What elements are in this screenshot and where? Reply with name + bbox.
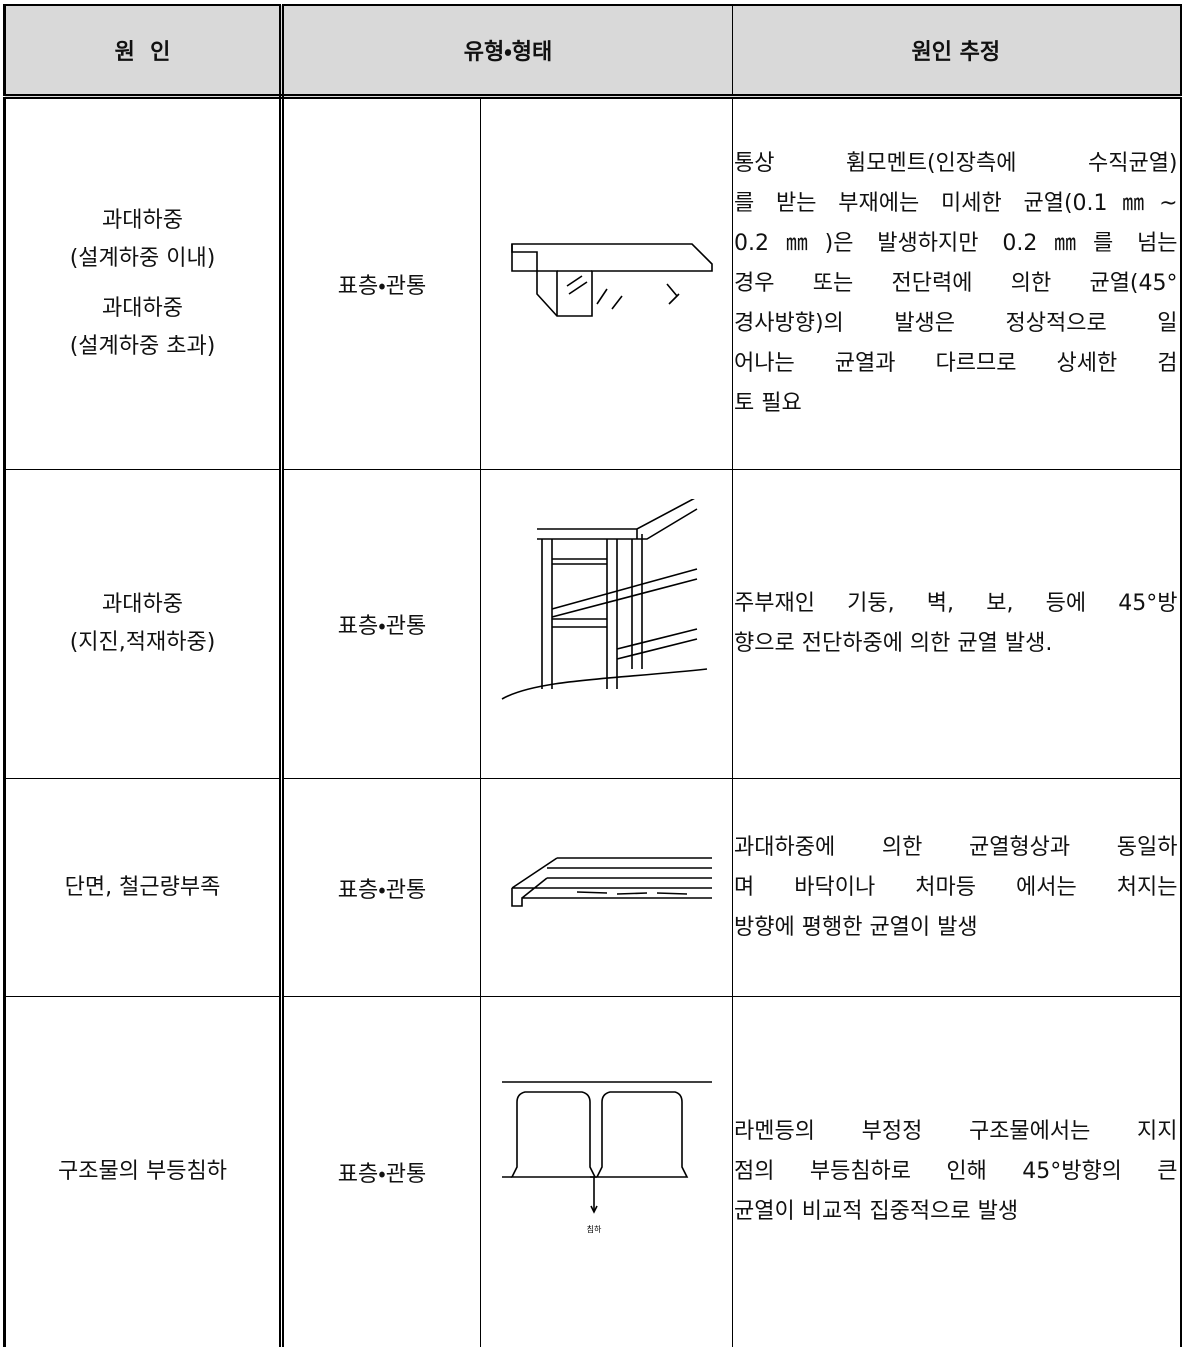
estimate-line: 점의 부등침하로 인해 45°방향의 큰 <box>734 1158 1178 1184</box>
cause-cell: 구조물의 부등침하 <box>3 996 284 1347</box>
cause-line: (지진,적재하중) <box>69 630 216 655</box>
estimate-line: 라멘등의 부정정 구조물에서는 지지 <box>734 1118 1178 1144</box>
figure-label: 침하 <box>586 1224 601 1234</box>
type-cell: 표층・관통 <box>281 778 481 997</box>
slab-figure <box>510 856 712 907</box>
estimate-line: 경사방향)의 발생은 정상적으로 일 <box>734 311 1178 336</box>
row: 과대하중 (설계하중 이내) 과대하중 (설계하중 초과) 표층・관통 통상 휨모멘트… <box>3 96 1182 470</box>
estimate-line: 방향에 평행한 균열이 발생 <box>734 914 978 940</box>
cause-group: 단면, 철근량부족 <box>6 869 279 907</box>
estimate-line: 주부재인 기둥, 벽, 보, 등에 45°방 <box>734 591 1178 616</box>
header-row: 원 인 유형・형태 원인 추정 <box>3 4 1182 99</box>
estimate-line: 를 받는 부재에는 미세한 균열(0.1㎜~ <box>734 191 1178 216</box>
cause-line: 단면, 철근량부족 <box>64 874 221 900</box>
frame-figure <box>501 499 707 700</box>
cause-line: 과대하중 <box>102 296 183 321</box>
cause-line: (설계하중 초과) <box>69 334 216 359</box>
estimate-line: 통상 휨모멘트(인장측에 수직균열) <box>734 151 1178 176</box>
estimate-cell: 통상 휨모멘트(인장측에 수직균열) 를 받는 부재에는 미세한 균열(0.1㎜~… <box>732 96 1182 470</box>
cause-cell: 과대하중 (설계하중 이내) 과대하중 (설계하중 초과) <box>3 96 284 470</box>
cause-group: 과대하중 (설계하중 이내) <box>6 202 279 278</box>
estimate-line: 어나는 균열과 다르므로 상세한 검 <box>734 351 1178 376</box>
figure-cell: 침하 <box>479 996 734 1347</box>
type-cell: 표층・관통 <box>281 469 481 779</box>
figure-cell <box>479 96 734 470</box>
cause-line: (설계하중 이내) <box>69 246 216 271</box>
crack-table: 원 인 유형・형태 원인 추정 과대하중 (설계하중 이내) 과대하중 (설계하중 초… <box>3 4 1182 1347</box>
type-cell: 표층・관통 <box>281 996 481 1347</box>
cause-line: 과대하중 <box>102 592 183 617</box>
estimate-line: 향으로 전단하중에 의한 균열 발생. <box>734 631 1053 656</box>
estimate-line: 균열이 비교적 집중적으로 발생 <box>734 1198 1019 1224</box>
header-cell: 원인 추정 <box>732 4 1182 99</box>
beam-figure <box>510 243 713 317</box>
estimate-line: 며 바닥이나 처마등 에서는 처지는 <box>734 874 1178 900</box>
estimate-line: 과대하중에 의한 균열형상과 동일하 <box>734 834 1178 860</box>
estimate-line: 0.2㎜)은 발생하지만 0.2㎜를 넘는 <box>734 231 1178 256</box>
document: 원 인 유형・형태 원인 추정 과대하중 (설계하중 이내) 과대하중 (설계하중 초… <box>3 4 1182 1347</box>
figure-cell <box>479 778 734 997</box>
cause-line: 과대하중 <box>102 208 183 233</box>
figure-cell <box>479 469 734 779</box>
cause-group: 구조물의 부등침하 <box>6 1153 279 1191</box>
header-cell: 원 인 <box>3 4 284 99</box>
estimate-line: 경우 또는 전단력에 의한 균열(45° <box>734 271 1178 296</box>
header-cell: 유형・형태 <box>280 4 734 99</box>
cause-group: 과대하중 (지진,적재하중) <box>6 586 279 662</box>
cause-cell: 단면, 철근량부족 <box>3 778 284 997</box>
cause-line: 구조물의 부등침하 <box>58 1158 227 1184</box>
row: 과대하중 (지진,적재하중) 표층・관통 주부재인 기둥, 벽, 보, 등에 45… <box>3 469 1182 779</box>
cause-cell: 과대하중 (지진,적재하중) <box>3 469 284 779</box>
cause-group: 과대하중 (설계하중 초과) <box>6 290 279 366</box>
frame-settlement-figure: 침하 <box>501 1080 712 1234</box>
estimate-line: 토 필요 <box>734 391 802 416</box>
type-cell: 표층・관통 <box>281 96 481 470</box>
